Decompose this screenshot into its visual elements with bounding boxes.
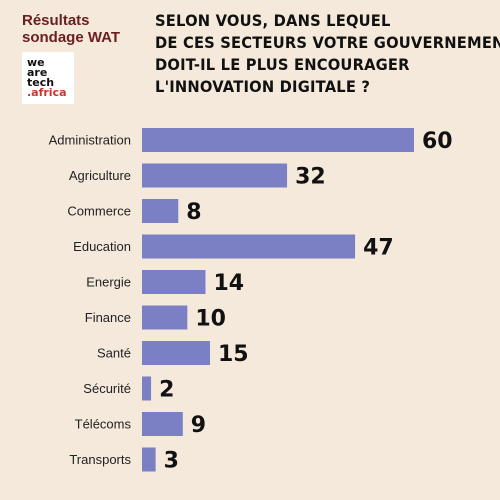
header-left: Résultats sondage WAT we are tech .afric… <box>22 12 142 104</box>
value-label-education: 47 <box>363 236 394 261</box>
category-label-education: Education <box>73 239 131 254</box>
bar-securite <box>142 376 152 401</box>
question-line1: SELON VOUS, DANS LEQUEL <box>155 11 391 30</box>
category-label-energie: Energie <box>86 275 131 290</box>
category-label-agriculture: Agriculture <box>69 168 131 183</box>
value-label-agriculture: 32 <box>295 165 326 190</box>
bar-finance <box>142 305 188 330</box>
value-label-finance: 10 <box>195 307 226 332</box>
category-label-administration: Administration <box>49 133 131 148</box>
question-line2: DE CES SECTEURS VOTRE GOUVERNEMENT <box>155 33 500 52</box>
bar-commerce <box>142 199 179 223</box>
value-label-securite: 2 <box>159 378 174 403</box>
category-label-securite: Sécurité <box>83 381 131 396</box>
question-line4: L'INNOVATION DIGITALE ? <box>155 77 371 96</box>
value-label-administration: 60 <box>422 129 453 154</box>
survey-title-line1: Résultats <box>22 12 90 29</box>
category-label-commerce: Commerce <box>67 204 131 219</box>
category-label-finance: Finance <box>85 310 131 325</box>
question-line3: DOIT-IL LE PLUS ENCOURAGER <box>155 55 410 74</box>
category-label-telecoms: Télécoms <box>75 417 132 432</box>
bar-transports <box>142 447 156 472</box>
category-label-transports: Transports <box>69 452 131 467</box>
value-label-energie: 14 <box>213 271 244 296</box>
value-label-commerce: 8 <box>186 200 201 225</box>
chart-question-title: SELON VOUS, DANS LEQUEL DE CES SECTEURS … <box>155 10 500 98</box>
category-label-sante: Santé <box>97 346 131 361</box>
logo-line1: we <box>27 56 45 69</box>
value-label-sante: 15 <box>218 342 249 367</box>
bar-sante <box>142 341 210 365</box>
survey-title-line2: sondage WAT <box>22 29 121 46</box>
logo-line3: tech <box>27 76 55 89</box>
value-label-telecoms: 9 <box>191 413 206 438</box>
value-label-transports: 3 <box>164 449 179 474</box>
bar-agriculture <box>142 163 288 188</box>
bar-telecoms <box>142 412 183 436</box>
bar-administration <box>142 128 414 152</box>
bar-energie <box>142 270 206 294</box>
logo-line2: are <box>27 66 48 79</box>
logo-line4: .africa <box>27 86 67 99</box>
bar-education <box>142 234 356 259</box>
survey-title: Résultats sondage WAT <box>22 12 142 46</box>
wearetech-logo: we are tech .africa <box>22 52 74 104</box>
